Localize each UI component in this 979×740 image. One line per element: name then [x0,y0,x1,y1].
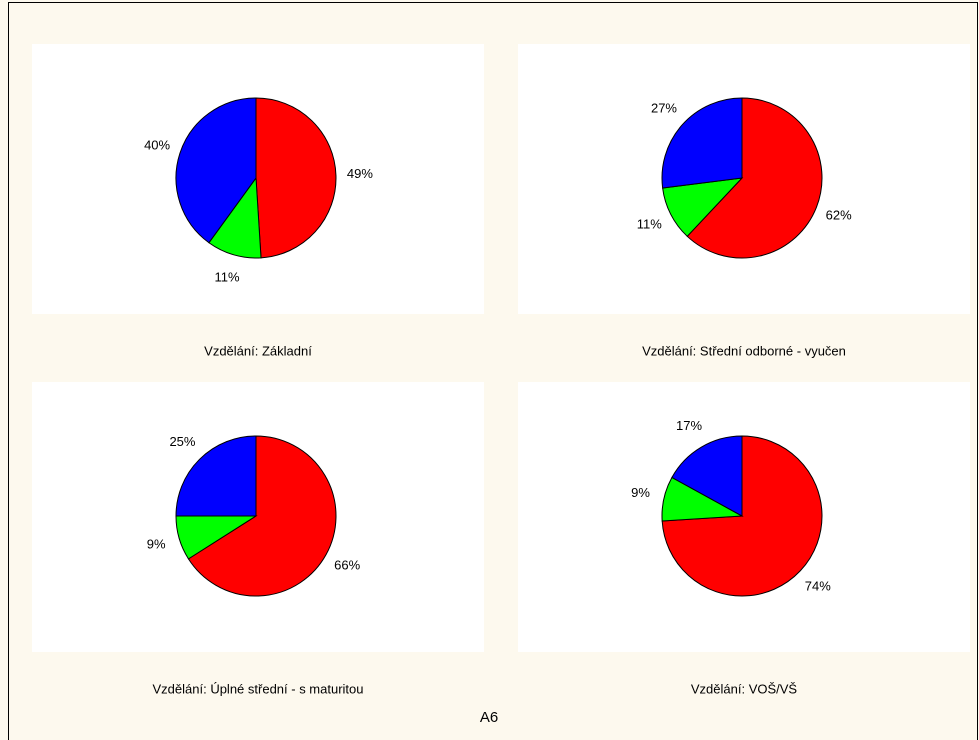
value-label: 11% [214,269,239,284]
chart-title: Vzdělání: Střední odborné - vyučen [642,343,846,358]
value-label: 17% [676,418,702,433]
value-label: 9% [631,485,650,500]
value-label: 62% [826,208,852,223]
pie-slice [175,97,257,244]
value-label: 49% [347,166,373,181]
pie-slice [175,435,257,517]
value-label: 9% [147,536,166,551]
pie-slice [686,97,823,259]
chart-title: Vzdělání: VOŠ/VŠ [691,681,798,696]
pie-slice [661,97,743,189]
value-label: 25% [169,434,195,449]
value-label: 74% [805,579,831,594]
pie-slice [255,97,337,259]
frame [8,2,978,740]
pie-slice [671,435,743,517]
chart-title: Vzdělání: Základní [204,343,312,358]
footer: A6 [480,709,498,726]
chart-title: Vzdělání: Úplné střední - s maturitou [153,681,364,696]
pie-slice [187,435,337,597]
value-label: 27% [651,101,677,116]
value-label: 66% [334,558,360,573]
value-label: 11% [637,217,662,232]
value-label: 40% [144,137,170,152]
